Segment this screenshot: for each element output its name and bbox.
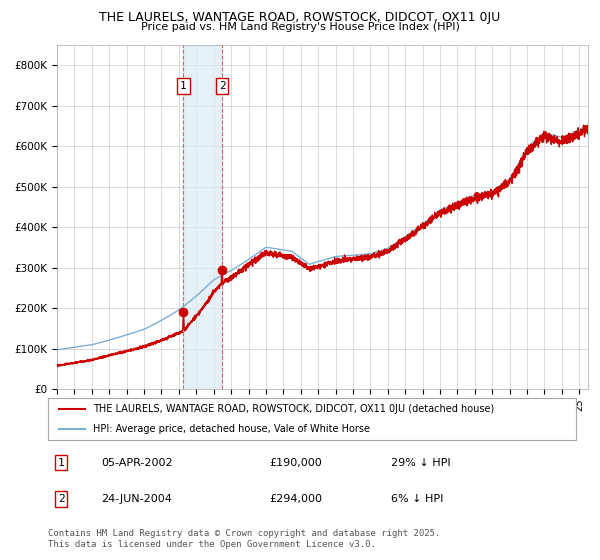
Text: 1: 1: [58, 458, 65, 468]
Text: Contains HM Land Registry data © Crown copyright and database right 2025.
This d: Contains HM Land Registry data © Crown c…: [48, 529, 440, 549]
Text: 29% ↓ HPI: 29% ↓ HPI: [391, 458, 451, 468]
Text: 2: 2: [58, 494, 65, 504]
Text: £294,000: £294,000: [270, 494, 323, 504]
Text: THE LAURELS, WANTAGE ROAD, ROWSTOCK, DIDCOT, OX11 0JU: THE LAURELS, WANTAGE ROAD, ROWSTOCK, DID…: [100, 11, 500, 24]
Text: 2: 2: [218, 81, 226, 91]
Text: 24-JUN-2004: 24-JUN-2004: [101, 494, 172, 504]
Bar: [184, 45, 222, 389]
Text: 05-APR-2002: 05-APR-2002: [101, 458, 172, 468]
Text: £190,000: £190,000: [270, 458, 323, 468]
Text: Price paid vs. HM Land Registry's House Price Index (HPI): Price paid vs. HM Land Registry's House …: [140, 22, 460, 32]
Text: HPI: Average price, detached house, Vale of White Horse: HPI: Average price, detached house, Vale…: [93, 424, 370, 434]
Text: 1: 1: [180, 81, 187, 91]
Text: THE LAURELS, WANTAGE ROAD, ROWSTOCK, DIDCOT, OX11 0JU (detached house): THE LAURELS, WANTAGE ROAD, ROWSTOCK, DID…: [93, 404, 494, 414]
Text: 6% ↓ HPI: 6% ↓ HPI: [391, 494, 443, 504]
